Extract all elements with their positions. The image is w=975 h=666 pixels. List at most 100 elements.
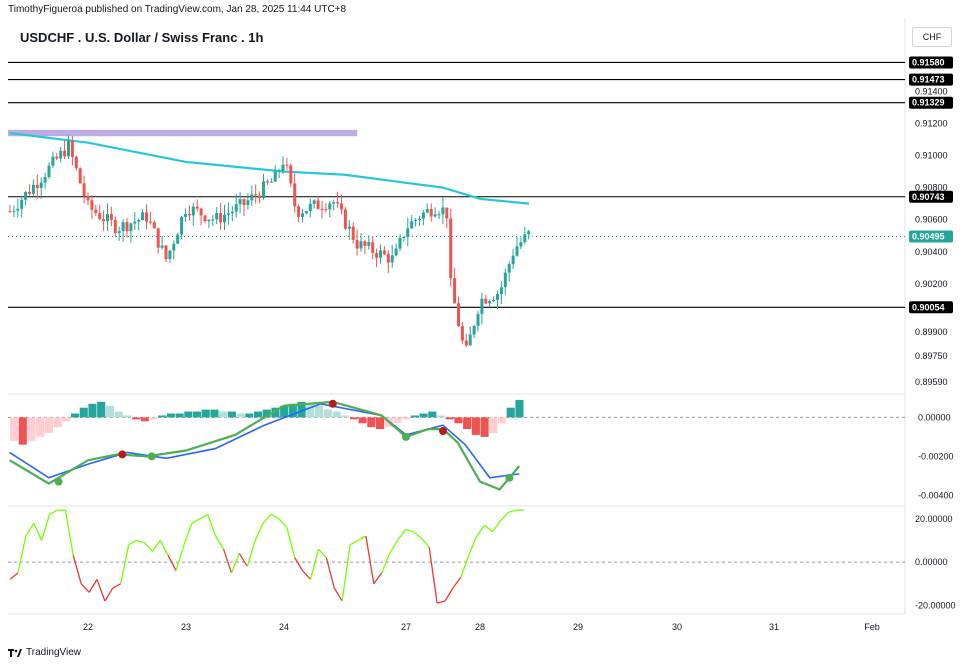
last-price-label: 0.90495 bbox=[912, 232, 945, 242]
candle-body bbox=[94, 209, 98, 214]
momentum-line-segment bbox=[64, 510, 74, 556]
candle-body bbox=[117, 231, 121, 234]
candle-body bbox=[90, 200, 94, 210]
price-tick-label: 0.89750 bbox=[915, 351, 948, 361]
histogram-bar bbox=[62, 417, 71, 422]
currency-label: CHF bbox=[922, 32, 942, 42]
candle-body bbox=[269, 181, 273, 183]
level-badge-label: 0.91580 bbox=[912, 57, 945, 67]
candle-body bbox=[129, 223, 133, 232]
time-tick-label: 27 bbox=[401, 622, 411, 632]
candle-body bbox=[109, 213, 113, 220]
candle-body bbox=[254, 194, 258, 196]
time-tick-label: 30 bbox=[672, 622, 682, 632]
momentum-line-segment bbox=[207, 514, 217, 537]
candle-body bbox=[316, 200, 320, 209]
cross-marker bbox=[505, 473, 514, 482]
candle-body bbox=[262, 181, 265, 199]
currency-selector[interactable]: CHF bbox=[912, 27, 952, 47]
candle-body bbox=[211, 219, 215, 221]
candle-body bbox=[43, 177, 47, 183]
price-tick-label: 0.89590 bbox=[915, 377, 948, 387]
time-tick-label: 23 bbox=[181, 622, 191, 632]
momentum-line-segment bbox=[88, 579, 98, 593]
histogram-bar bbox=[158, 415, 167, 418]
momentum-line-segment bbox=[484, 524, 493, 533]
candle-body bbox=[8, 211, 12, 213]
price-axis[interactable]: 0.91400 0.91200 0.91000 0.90800 0.90600 0.904… bbox=[909, 56, 956, 610]
candle-body bbox=[141, 212, 145, 221]
momentum-line-segment bbox=[317, 548, 327, 559]
candle-body bbox=[234, 204, 238, 212]
histogram-bar bbox=[10, 417, 19, 441]
histogram-bar bbox=[428, 411, 437, 418]
candle-body bbox=[242, 199, 246, 205]
candle-body bbox=[67, 140, 70, 157]
candle-body bbox=[476, 313, 480, 326]
momentum-line-segment bbox=[246, 540, 256, 567]
momentum-line-segment bbox=[215, 535, 225, 550]
candle-body bbox=[125, 222, 129, 232]
candle-body bbox=[219, 213, 223, 223]
candle-body bbox=[137, 220, 141, 222]
price-tick-label: 0.91400 bbox=[915, 86, 948, 96]
candle-body bbox=[382, 250, 386, 255]
cross-marker bbox=[328, 399, 337, 408]
histogram-bar bbox=[192, 411, 202, 418]
momentum-line-segment bbox=[302, 570, 312, 580]
level-badge-label: 0.91329 bbox=[912, 98, 945, 108]
candle-body bbox=[418, 218, 421, 220]
candle-body bbox=[121, 222, 125, 232]
candle-body bbox=[285, 164, 289, 166]
candle-body bbox=[293, 183, 297, 207]
histogram-bar bbox=[445, 417, 454, 420]
price-tick-label: 0.89900 bbox=[915, 327, 948, 337]
candle-body bbox=[133, 221, 137, 224]
momentum-tick-label: 0.00000 bbox=[915, 557, 948, 567]
histogram-bar bbox=[88, 403, 97, 418]
candle-body bbox=[527, 231, 531, 235]
histogram-bar bbox=[506, 407, 515, 418]
candle-body bbox=[515, 246, 519, 256]
momentum-pane[interactable] bbox=[8, 509, 905, 604]
candle-body bbox=[102, 218, 106, 222]
last-price-badge bbox=[909, 230, 953, 243]
candle-body bbox=[59, 150, 63, 159]
supply-zone bbox=[8, 129, 358, 137]
time-axis[interactable]: 22 23 24 27 28 29 30 31 Feb bbox=[83, 622, 880, 632]
price-tick-label: 0.91200 bbox=[915, 118, 948, 128]
price-pane[interactable] bbox=[8, 61, 905, 348]
candle-body bbox=[187, 213, 191, 216]
candle-body bbox=[336, 202, 340, 204]
momentum-line-segment bbox=[309, 548, 320, 580]
candle-body bbox=[410, 221, 414, 229]
candle-body bbox=[215, 213, 219, 220]
momentum-line-segment bbox=[230, 553, 240, 574]
candle-body bbox=[113, 219, 117, 234]
histogram-bar bbox=[454, 417, 463, 424]
candle-body bbox=[70, 140, 74, 157]
momentum-line-segment bbox=[72, 555, 82, 584]
candle-body bbox=[230, 211, 234, 214]
momentum-line-segment bbox=[428, 546, 438, 604]
histogram-bar bbox=[53, 417, 62, 428]
candle-body bbox=[98, 213, 102, 219]
oscillator-pane[interactable] bbox=[8, 399, 905, 491]
candle-body bbox=[503, 272, 507, 288]
candle-body bbox=[375, 252, 379, 258]
candle-body bbox=[343, 209, 347, 229]
histogram-bar bbox=[463, 417, 472, 430]
momentum-line-segment bbox=[136, 539, 145, 544]
level-badge bbox=[909, 96, 953, 109]
time-tick-label: 24 bbox=[279, 622, 289, 632]
candle-body bbox=[277, 170, 281, 172]
momentum-line-segment bbox=[278, 518, 288, 528]
symbol-title[interactable]: USDCHF . U.S. Dollar / Swiss Franc . 1h bbox=[20, 30, 264, 45]
histogram-bar bbox=[44, 417, 53, 433]
histogram-bar bbox=[332, 411, 341, 418]
candle-body bbox=[371, 242, 375, 253]
footer-brand[interactable]: TradingView bbox=[8, 647, 81, 658]
candle-body bbox=[347, 226, 351, 229]
grid-layer bbox=[8, 18, 906, 615]
